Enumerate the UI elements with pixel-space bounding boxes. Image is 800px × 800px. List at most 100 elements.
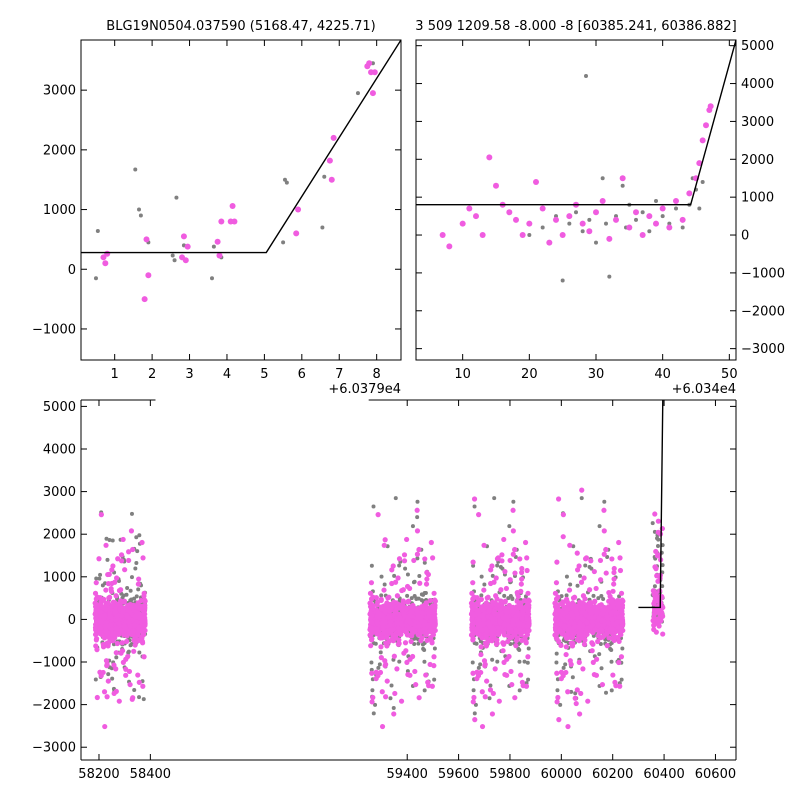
pink-data-point (471, 496, 478, 502)
grey-data-point (110, 538, 115, 543)
pink-data-point (502, 614, 508, 621)
pink-data-point (98, 602, 104, 608)
grey-data-point (498, 564, 503, 569)
pink-data-point (558, 675, 564, 682)
pink-data-point (431, 654, 437, 660)
pink-data-point (378, 644, 384, 650)
pink-data-point (470, 620, 476, 626)
pink-data-point (124, 613, 130, 619)
pink-data-point (533, 179, 539, 186)
pink-data-point (503, 608, 509, 615)
pink-data-point (371, 69, 378, 76)
grey-data-point (417, 573, 422, 578)
axes-frame (80, 39, 402, 361)
pink-data-point (381, 542, 387, 548)
grey-data-point (379, 574, 384, 579)
pink-data-point (102, 614, 108, 620)
grey-data-point (133, 167, 138, 172)
pink-data-point (518, 672, 524, 678)
pink-data-point (105, 571, 111, 578)
pink-data-point (405, 598, 411, 604)
pink-data-point (509, 681, 515, 688)
grey-data-point (660, 214, 665, 219)
grey-data-point (540, 225, 545, 230)
pink-data-point (374, 620, 381, 626)
pink-data-point (382, 537, 388, 543)
pink-data-point (466, 205, 473, 212)
grey-data-point (487, 696, 492, 701)
pink-data-point (218, 218, 225, 225)
pink-data-point (406, 619, 413, 625)
pink-data-point (104, 694, 110, 700)
pink-data-point (414, 528, 421, 534)
grey-data-point (640, 210, 645, 215)
pink-data-point (127, 681, 133, 688)
y-tick-label: 0 (68, 263, 76, 278)
grey-data-point (129, 575, 134, 580)
pink-data-point (577, 711, 583, 717)
pink-data-point (111, 690, 117, 697)
pink-data-point (707, 103, 714, 110)
grey-data-point (680, 225, 685, 230)
grey-data-point (414, 597, 419, 602)
grey-data-point (580, 229, 585, 234)
grey-data-point (560, 278, 565, 283)
pink-data-point (414, 507, 420, 513)
pink-data-point (145, 272, 152, 279)
pink-data-point (555, 594, 561, 600)
pink-data-point (98, 512, 104, 518)
grey-data-point (105, 557, 110, 562)
pink-data-point (430, 555, 436, 561)
pink-data-point (696, 160, 703, 167)
grey-data-point (409, 596, 414, 601)
grey-data-point (470, 660, 475, 665)
pink-data-point (412, 668, 418, 675)
pink-data-point (481, 587, 487, 593)
grey-data-point (141, 697, 146, 702)
pink-data-point (368, 619, 375, 625)
pink-data-point (478, 644, 484, 650)
pink-data-point (128, 528, 135, 534)
pink-data-point (105, 600, 111, 606)
grey-data-point (482, 582, 487, 587)
pink-data-point (633, 209, 639, 216)
pink-data-point (576, 563, 582, 569)
pink-data-point (430, 632, 437, 638)
grey-data-point (594, 240, 598, 245)
pink-data-point (411, 557, 417, 564)
pink-data-point (370, 594, 376, 600)
pink-data-point (563, 669, 569, 676)
pink-data-point (422, 556, 428, 562)
pink-data-point (539, 205, 546, 212)
top-right-subplot: 10 20 30 40 50−3000−2000−1000010002000300040… (415, 19, 785, 397)
pink-data-point (417, 628, 423, 634)
grey-data-point (522, 659, 527, 664)
grey-data-point (405, 669, 410, 674)
pink-data-point (494, 596, 500, 602)
y-tick-label: 0 (741, 229, 749, 244)
grey-data-point (379, 593, 384, 598)
model-line (416, 40, 736, 206)
pink-data-point (92, 631, 99, 638)
grey-data-point (575, 583, 580, 588)
pink-data-point (93, 602, 99, 608)
pink-data-point (328, 176, 335, 183)
pink-data-point (404, 659, 410, 665)
pink-data-point (184, 243, 191, 250)
pink-data-point (104, 633, 111, 640)
grey-data-point (674, 206, 678, 211)
pink-data-point (369, 612, 375, 618)
grey-data-point (138, 213, 143, 218)
pink-data-point (470, 580, 476, 586)
pink-data-point (512, 695, 518, 701)
pink-data-point (574, 637, 581, 643)
grey-data-point (397, 563, 402, 568)
pink-data-point (546, 239, 553, 246)
pink-data-point (413, 681, 419, 688)
y-tick-label: 5000 (741, 39, 774, 54)
pink-data-point (419, 605, 425, 611)
pink-data-point (97, 625, 103, 631)
grey-data-point (472, 711, 477, 716)
